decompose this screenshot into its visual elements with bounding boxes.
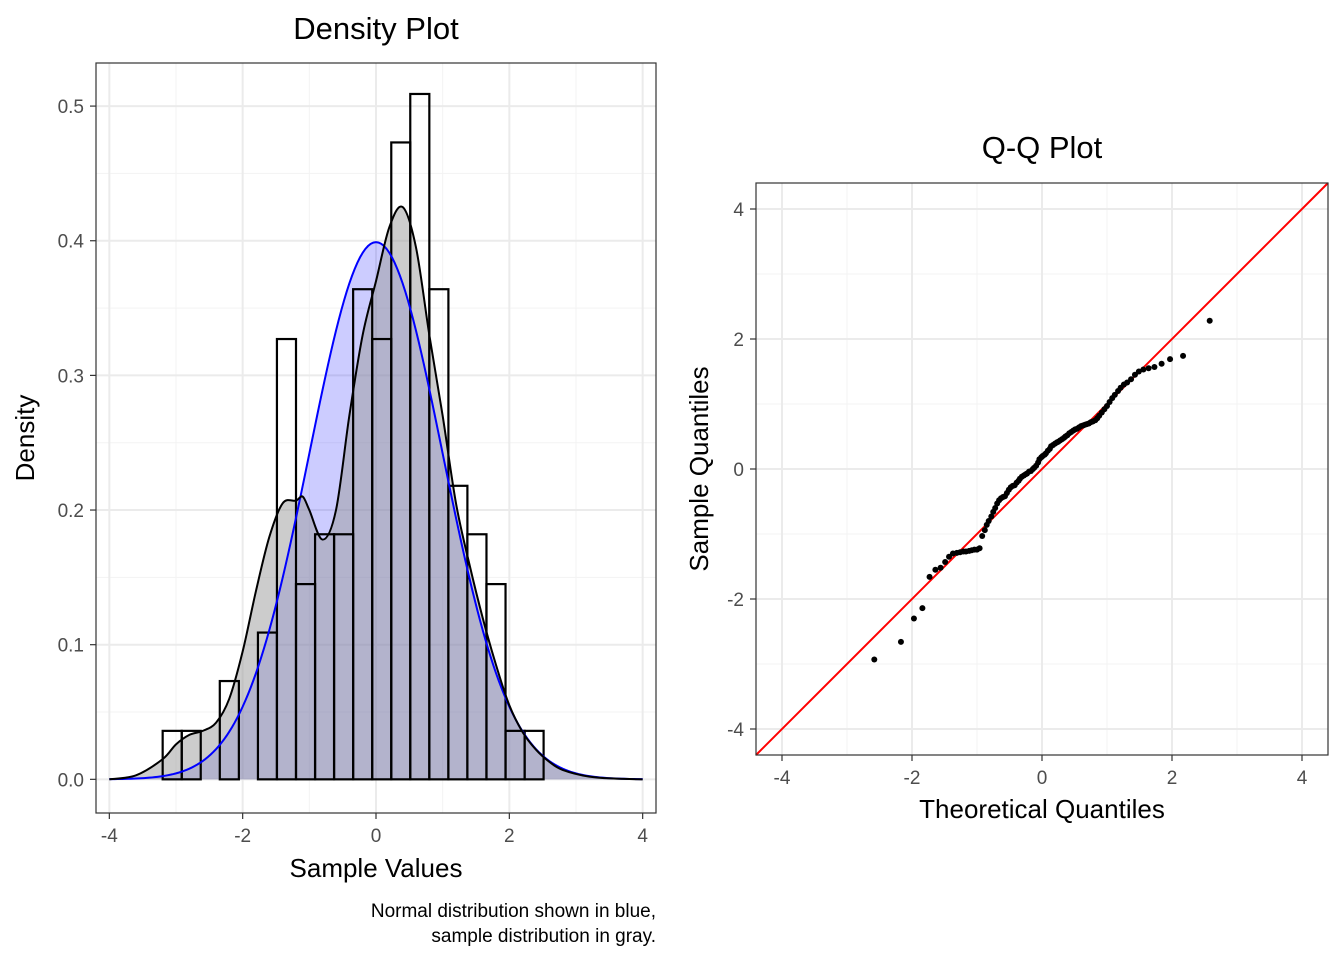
caption-line-1: Normal distribution shown in blue, bbox=[371, 901, 656, 922]
qq-point bbox=[981, 527, 988, 534]
qq-point bbox=[1145, 365, 1152, 372]
qq-point bbox=[985, 518, 992, 524]
qq-plot-x-label: Theoretical Quantiles bbox=[919, 794, 1165, 824]
density-plot-y-axis: 0.0 0.1 0.2 0.3 0.4 0.5 bbox=[58, 97, 96, 791]
qq-point bbox=[942, 558, 949, 565]
qq-point bbox=[1206, 317, 1213, 324]
qq-reference-line bbox=[755, 182, 1329, 756]
x-tick-label: 2 bbox=[1167, 768, 1178, 789]
qq-point bbox=[1151, 363, 1158, 370]
x-tick-label: -2 bbox=[904, 768, 921, 789]
qq-plot-panel: Q-Q Plot -4 -2 0 2 4 -4 -2 0 2 4 Theoretical Qua… bbox=[684, 130, 1329, 824]
caption-line-2: sample distribution in gray. bbox=[431, 926, 656, 947]
x-tick-label: 2 bbox=[504, 826, 515, 847]
y-tick-label: 0.0 bbox=[58, 770, 84, 791]
qq-point bbox=[871, 656, 878, 663]
density-plot-x-label: Sample Values bbox=[290, 853, 463, 883]
qq-point bbox=[937, 564, 944, 571]
qq-plot-grid bbox=[756, 183, 1328, 755]
qq-plot-y-axis: -4 -2 0 2 4 bbox=[727, 200, 756, 741]
qq-point bbox=[1158, 360, 1165, 367]
x-tick-label: -2 bbox=[234, 826, 251, 847]
qq-plot-title: Q-Q Plot bbox=[982, 130, 1103, 165]
sample-density-line bbox=[109, 205, 643, 781]
sample-density-area bbox=[109, 206, 643, 780]
qq-point bbox=[919, 605, 926, 612]
qq-point bbox=[1167, 356, 1174, 363]
qq-point bbox=[926, 573, 933, 580]
density-plot-x-axis: -4 -2 0 2 4 bbox=[101, 813, 648, 847]
y-tick-label: 0.3 bbox=[58, 366, 84, 387]
sample-density-layer bbox=[109, 206, 643, 780]
density-plot-panel: Density Plot -4 -2 0 2 4 0.00.10.20.30.40.5 … bbox=[10, 11, 657, 947]
histogram-bar bbox=[485, 582, 507, 781]
histogram-bar bbox=[218, 679, 240, 781]
density-plot-y-label: Density bbox=[10, 395, 40, 482]
y-tick-label: 2 bbox=[733, 330, 744, 351]
y-tick-label: 4 bbox=[733, 200, 744, 221]
qq-point bbox=[1180, 352, 1187, 359]
qq-point bbox=[1135, 368, 1142, 375]
y-tick-label: 0 bbox=[733, 460, 744, 481]
qq-point bbox=[910, 615, 917, 622]
qq-plot-x-axis: -4 -2 0 2 4 bbox=[774, 755, 1308, 789]
y-tick-label: 0.2 bbox=[58, 501, 84, 522]
histogram-bar bbox=[275, 337, 298, 781]
x-tick-label: -4 bbox=[101, 826, 118, 847]
y-tick-label: 0.4 bbox=[58, 232, 85, 253]
qq-points-layer bbox=[871, 317, 1213, 663]
histogram-layer bbox=[109, 92, 643, 781]
y-tick-label: 0.1 bbox=[58, 636, 84, 657]
x-tick-label: 0 bbox=[1037, 768, 1048, 789]
qq-point bbox=[897, 638, 904, 645]
qq-plot-y-label: Sample Quantiles bbox=[684, 366, 714, 571]
qq-point bbox=[976, 545, 983, 552]
qq-point bbox=[1128, 376, 1135, 383]
x-tick-label: 4 bbox=[1297, 768, 1308, 789]
density-plot-title: Density Plot bbox=[293, 11, 459, 46]
x-tick-label: 0 bbox=[371, 826, 382, 847]
qq-point bbox=[932, 566, 939, 573]
qq-point bbox=[1140, 366, 1147, 373]
y-tick-label: -4 bbox=[727, 720, 744, 741]
qq-point bbox=[988, 513, 995, 520]
histogram-bar bbox=[523, 729, 545, 781]
y-tick-label: 0.5 bbox=[58, 97, 84, 118]
qq-point bbox=[992, 505, 999, 511]
y-tick-label: -2 bbox=[727, 590, 744, 611]
qq-reference-layer bbox=[755, 182, 1329, 756]
histogram-bar bbox=[180, 729, 202, 781]
x-tick-label: -4 bbox=[774, 768, 791, 789]
x-tick-label: 4 bbox=[637, 826, 648, 847]
qq-point bbox=[979, 532, 986, 539]
